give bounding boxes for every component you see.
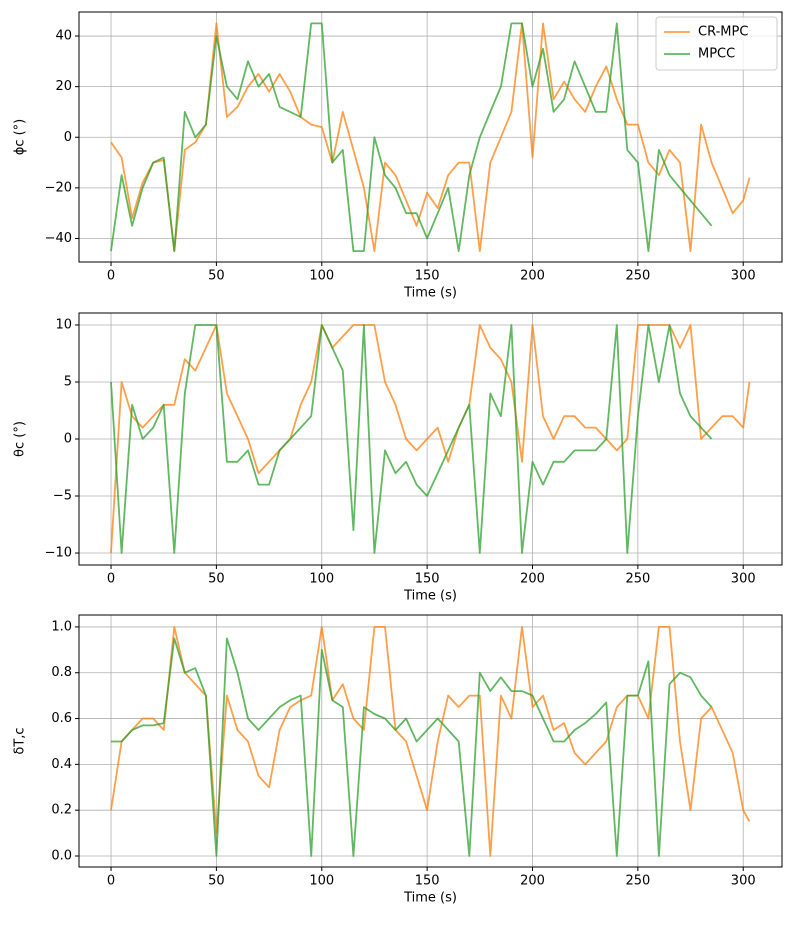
y-tick-label: 20 <box>55 79 72 94</box>
x-tick-label: 50 <box>208 874 225 889</box>
x-tick-label: 100 <box>309 874 334 889</box>
series-line <box>110 626 751 857</box>
x-tick-label: 300 <box>731 874 756 889</box>
x-tick-label: 100 <box>309 269 334 284</box>
x-axis-label: Time (s) <box>403 286 457 301</box>
y-axis-label: ϕc (°) <box>13 119 28 156</box>
series-line <box>111 637 713 857</box>
y-tick-label: 0.6 <box>51 711 72 726</box>
x-tick-label: 150 <box>415 874 440 889</box>
axes-frame <box>78 312 783 566</box>
legend-label: MPCC <box>698 47 735 62</box>
x-tick-label: 150 <box>415 572 440 587</box>
x-tick-label: 250 <box>625 874 650 889</box>
x-tick-label: 0 <box>107 874 115 889</box>
axes-frame <box>78 614 783 868</box>
x-tick-label: 250 <box>625 572 650 587</box>
y-axis-label: δT,c <box>13 727 28 754</box>
y-tick-label: 0.4 <box>51 757 72 772</box>
x-tick-label: 0 <box>107 269 115 284</box>
x-tick-label: 200 <box>520 874 545 889</box>
x-tick-label: 150 <box>415 269 440 284</box>
legend-label: CR-MPC <box>698 25 748 40</box>
series-line <box>110 22 751 252</box>
y-axis-label: θc (°) <box>13 421 28 457</box>
series-line <box>110 324 713 554</box>
legend-box <box>655 16 778 71</box>
y-tick-label: 10 <box>55 317 72 332</box>
x-tick-label: 50 <box>208 269 225 284</box>
axes-frame <box>78 11 783 263</box>
y-tick-label: 0.2 <box>51 803 72 818</box>
y-tick-label: −10 <box>45 546 72 561</box>
x-axis-label: Time (s) <box>403 891 457 906</box>
y-tick-label: 0.0 <box>51 849 72 864</box>
x-tick-label: 300 <box>731 572 756 587</box>
y-tick-label: 40 <box>55 29 72 44</box>
y-tick-label: −40 <box>45 231 72 246</box>
y-tick-label: 0 <box>64 432 72 447</box>
x-tick-label: 100 <box>309 572 334 587</box>
x-tick-label: 300 <box>731 269 756 284</box>
y-tick-label: 0 <box>64 130 72 145</box>
x-axis-label: Time (s) <box>403 589 457 604</box>
x-tick-label: 200 <box>520 269 545 284</box>
y-tick-label: −20 <box>45 180 72 195</box>
series-line <box>110 22 713 252</box>
y-tick-label: 1.0 <box>51 619 72 634</box>
x-tick-label: 250 <box>625 269 650 284</box>
x-tick-label: 200 <box>520 572 545 587</box>
x-tick-label: 0 <box>107 572 115 587</box>
y-tick-label: 5 <box>64 374 72 389</box>
y-tick-label: −5 <box>53 489 72 504</box>
x-tick-label: 50 <box>208 572 225 587</box>
y-tick-label: 0.8 <box>51 665 72 680</box>
